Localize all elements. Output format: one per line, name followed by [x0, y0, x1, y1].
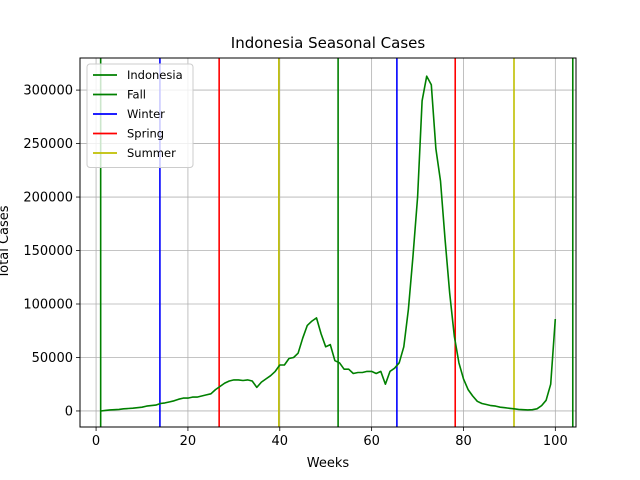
- y-axis-title: Total Cases: [0, 205, 12, 279]
- legend-label: Summer: [127, 146, 176, 160]
- x-axis-title: Weeks: [307, 456, 350, 471]
- x-tick-label: 80: [455, 434, 472, 449]
- x-tick-label: 20: [180, 434, 197, 449]
- y-tick-label: 50000: [32, 351, 73, 366]
- y-tick-label: 150000: [23, 244, 73, 259]
- legend-frame: [86, 63, 194, 168]
- y-axis: 0 50000 100000 150000 200000 250000 300000: [23, 84, 80, 419]
- y-tick-label: 250000: [23, 137, 73, 152]
- x-tick-label: 0: [92, 434, 100, 449]
- series-line-indonesia: [100, 75, 557, 412]
- legend-label: Winter: [127, 107, 165, 121]
- x-tick-label: 60: [363, 434, 380, 449]
- x-tick-label: 100: [543, 434, 568, 449]
- y-tick-label: 300000: [23, 84, 73, 99]
- x-tick-label: 40: [272, 434, 289, 449]
- y-tick-label: 200000: [23, 191, 73, 206]
- plot-frame: [79, 57, 577, 428]
- x-axis: 0 20 40 60 80 100: [92, 427, 568, 449]
- legend-label: Indonesia: [127, 68, 183, 82]
- season-lines: [99, 58, 574, 427]
- grid: [80, 58, 576, 427]
- series-group: [100, 75, 557, 412]
- legend-label: Fall: [127, 88, 146, 102]
- legend: Indonesia Fall Winter Spring Summer: [86, 63, 194, 168]
- legend-label: Spring: [127, 127, 164, 141]
- y-tick-label: 100000: [23, 298, 73, 313]
- chart-title: Indonesia Seasonal Cases: [231, 34, 426, 52]
- y-tick-label: 0: [65, 404, 73, 419]
